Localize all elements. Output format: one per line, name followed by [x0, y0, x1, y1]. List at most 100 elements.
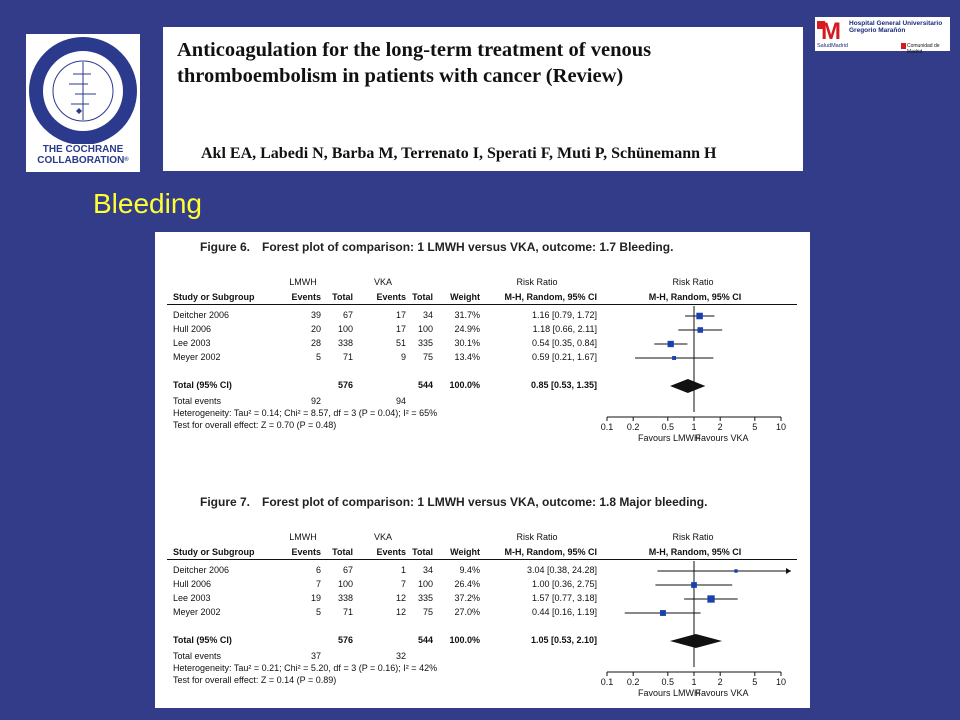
- favours-right-label: Favours VKA: [696, 688, 749, 698]
- figure-caption: Forest plot of comparison: 1 LMWH versus…: [262, 240, 674, 254]
- hospital-comunidad: Comunidad de Madrid: [907, 43, 940, 55]
- total1-sum: 576: [337, 635, 353, 645]
- risk-ratio-value: 0.54 [0.35, 0.84]: [531, 338, 597, 348]
- ci-arrow: [786, 568, 791, 574]
- x-tick-label: 0.5: [662, 422, 675, 432]
- events1-column-header: Events: [291, 292, 321, 302]
- favours-right-label: Favours VKA: [696, 433, 749, 443]
- cochrane-emblem-icon: [29, 37, 137, 144]
- risk-ratio-header: Risk Ratio: [516, 277, 558, 287]
- study-column-header: Study or Subgroup: [173, 292, 255, 302]
- weight-value: 13.4%: [454, 352, 480, 362]
- study-name: Meyer 2002: [173, 607, 221, 617]
- study-name: Deitcher 2006: [173, 310, 230, 320]
- weight-value: 26.4%: [454, 579, 480, 589]
- events2-value: 9: [400, 352, 406, 362]
- x-tick-label: 5: [752, 677, 757, 687]
- plot-method-header: M-H, Random, 95% CI: [648, 547, 742, 557]
- review-title: Anticoagulation for the long-term treatm…: [177, 39, 652, 87]
- x-tick-label: 0.1: [601, 422, 614, 432]
- total-events-label: Total events: [173, 396, 222, 406]
- x-tick-label: 0.2: [627, 677, 640, 687]
- x-tick-label: 2: [718, 422, 723, 432]
- weight-value: 30.1%: [454, 338, 480, 348]
- study-name: Hull 2006: [173, 579, 212, 589]
- favours-left-label: Favours LMWH: [638, 688, 701, 698]
- total1-sum: 576: [337, 380, 353, 390]
- group1-header: LMWH: [289, 277, 317, 287]
- heterogeneity-stats: Heterogeneity: Tau² = 0.21; Chi² = 5.20,…: [173, 663, 438, 673]
- total1-value: 338: [337, 593, 353, 603]
- risk-ratio-value: 1.18 [0.66, 2.11]: [532, 324, 597, 334]
- review-authors: Akl EA, Labedi N, Barba M, Terrenato I, …: [201, 145, 717, 162]
- total2-column-header: Total: [412, 547, 433, 557]
- favours-left-label: Favours LMWH: [638, 433, 701, 443]
- total2-value: 335: [417, 338, 433, 348]
- events1-column-header: Events: [291, 547, 321, 557]
- total-label: Total (95% CI): [173, 635, 232, 645]
- events1-value: 19: [310, 593, 321, 603]
- header-rule: [167, 559, 797, 560]
- total1-value: 100: [337, 324, 353, 334]
- risk-ratio-header: Risk Ratio: [516, 532, 558, 542]
- total1-value: 67: [342, 310, 353, 320]
- point-estimate: [707, 595, 715, 603]
- events2-value: 12: [395, 593, 406, 603]
- x-tick-label: 0.1: [601, 677, 614, 687]
- x-tick-label: 2: [718, 677, 723, 687]
- x-tick-label: 10: [776, 422, 786, 432]
- weight-value: 24.9%: [454, 324, 480, 334]
- figure-label: Figure 6.: [200, 240, 251, 254]
- risk-ratio-value: 3.04 [0.38, 24.28]: [526, 565, 597, 575]
- overall-effect-test: Test for overall effect: Z = 0.70 (P = 0…: [173, 420, 337, 430]
- total-weight: 100.0%: [449, 380, 480, 390]
- plot-risk-ratio-header: Risk Ratio: [672, 532, 714, 542]
- events1-value: 39: [310, 310, 321, 320]
- total2-column-header: Total: [412, 292, 433, 302]
- hospital-name: Hospital General Universitario Gregorio …: [849, 20, 943, 34]
- point-estimate: [691, 582, 697, 588]
- total-events1: 37: [310, 651, 321, 661]
- weight-value: 9.4%: [459, 565, 480, 575]
- rr-method-header: M-H, Random, 95% CI: [504, 292, 597, 302]
- review-header: Anticoagulation for the long-term treatm…: [163, 27, 803, 171]
- x-tick-label: 0.2: [627, 422, 640, 432]
- cochrane-logo: THE COCHRANE COLLABORATION®: [26, 34, 140, 172]
- risk-ratio-value: 0.44 [0.16, 1.19]: [531, 607, 597, 617]
- forest-plot-figure-7: Figure 7. Forest plot of comparison: 1 LM…: [155, 495, 810, 708]
- total-risk-ratio: 1.05 [0.53, 2.10]: [530, 635, 597, 645]
- group2-header: VKA: [373, 532, 392, 542]
- group2-header: VKA: [373, 277, 392, 287]
- events2-value: 17: [395, 310, 406, 320]
- study-name: Deitcher 2006: [173, 565, 230, 575]
- events2-value: 1: [400, 565, 406, 575]
- total2-value: 34: [422, 310, 433, 320]
- hospital-logo: M Hospital General Universitario Gregori…: [815, 17, 950, 55]
- point-estimate: [696, 312, 703, 320]
- total1-column-header: Total: [332, 547, 353, 557]
- total2-value: 75: [422, 607, 433, 617]
- x-tick-label: 1: [691, 677, 696, 687]
- total2-value: 335: [417, 593, 433, 603]
- total2-value: 34: [422, 565, 433, 575]
- x-tick-label: 1: [691, 422, 696, 432]
- total-risk-ratio: 0.85 [0.53, 1.35]: [530, 380, 597, 390]
- total2-value: 75: [422, 352, 433, 362]
- total1-value: 71: [342, 352, 353, 362]
- events2-column-header: Events: [376, 547, 406, 557]
- study-column-header: Study or Subgroup: [173, 547, 255, 557]
- point-estimate: [667, 340, 674, 348]
- risk-ratio-value: 1.57 [0.77, 3.18]: [531, 593, 597, 603]
- x-tick-label: 5: [752, 422, 757, 432]
- figure-title: Figure 7. Forest plot of comparison: 1 LM…: [200, 495, 707, 509]
- study-name: Hull 2006: [173, 324, 212, 334]
- study-name: Meyer 2002: [173, 352, 221, 362]
- events1-value: 5: [315, 607, 321, 617]
- events2-value: 12: [395, 607, 406, 617]
- total2-value: 100: [417, 579, 433, 589]
- x-tick-label: 0.5: [662, 677, 675, 687]
- events2-value: 51: [395, 338, 406, 348]
- header-rule: [167, 304, 797, 305]
